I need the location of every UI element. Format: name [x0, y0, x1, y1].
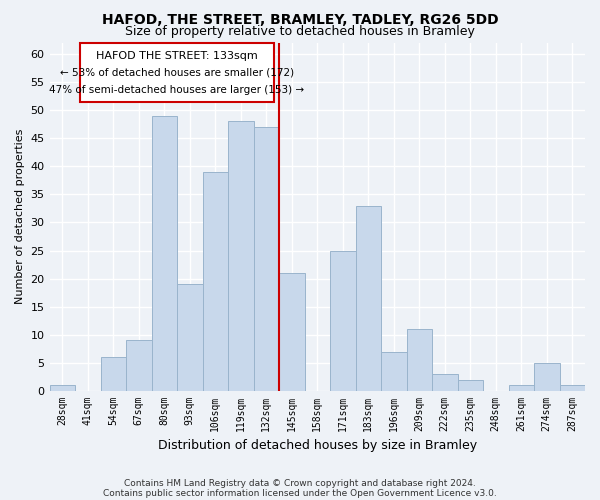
Text: HAFOD, THE STREET, BRAMLEY, TADLEY, RG26 5DD: HAFOD, THE STREET, BRAMLEY, TADLEY, RG26… [101, 12, 499, 26]
Bar [126, 340, 152, 391]
Text: Contains public sector information licensed under the Open Government Licence v3: Contains public sector information licen… [103, 488, 497, 498]
Bar [509, 386, 534, 391]
Bar [101, 358, 126, 391]
Bar [458, 380, 483, 391]
Bar [381, 352, 407, 391]
Bar [356, 206, 381, 391]
Text: HAFOD THE STREET: 133sqm: HAFOD THE STREET: 133sqm [96, 51, 258, 61]
Bar [203, 172, 228, 391]
X-axis label: Distribution of detached houses by size in Bramley: Distribution of detached houses by size … [158, 440, 477, 452]
Text: 47% of semi-detached houses are larger (153) →: 47% of semi-detached houses are larger (… [49, 84, 305, 94]
Bar [228, 121, 254, 391]
Bar [177, 284, 203, 391]
Bar [279, 273, 305, 391]
Text: ← 53% of detached houses are smaller (172): ← 53% of detached houses are smaller (17… [60, 68, 294, 78]
Bar [432, 374, 458, 391]
Bar [254, 127, 279, 391]
Bar [152, 116, 177, 391]
FancyBboxPatch shape [80, 42, 274, 102]
Bar [407, 329, 432, 391]
Bar [534, 363, 560, 391]
Text: Size of property relative to detached houses in Bramley: Size of property relative to detached ho… [125, 25, 475, 38]
Bar [330, 250, 356, 391]
Y-axis label: Number of detached properties: Number of detached properties [15, 129, 25, 304]
Text: Contains HM Land Registry data © Crown copyright and database right 2024.: Contains HM Land Registry data © Crown c… [124, 478, 476, 488]
Bar [50, 386, 75, 391]
Bar [560, 386, 585, 391]
